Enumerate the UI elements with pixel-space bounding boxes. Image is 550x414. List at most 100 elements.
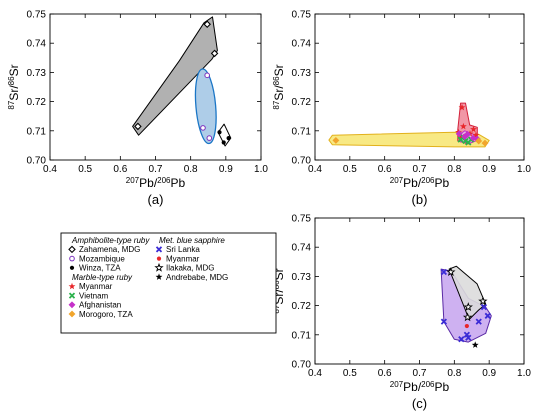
field-zahamena-mdg (132, 16, 218, 136)
x-tick-label: 0.6 (378, 164, 392, 175)
legend-marker (156, 256, 162, 261)
y-tick-label: 0.71 (27, 126, 47, 137)
point-winza-tza (217, 130, 222, 135)
point-ilakaka-mdg (446, 267, 456, 276)
y-tick-label: 0.72 (292, 97, 312, 108)
legend-box (60, 232, 277, 334)
point-zahamena-mdg (203, 20, 211, 28)
legend-marker (68, 301, 76, 309)
legend-label: Myanmar (79, 282, 113, 291)
point-sri-lanka (440, 268, 448, 276)
y-tick-label: 0.72 (292, 301, 312, 312)
x-tick-label: 0.7 (413, 164, 427, 175)
point-sri-lanka (458, 336, 465, 343)
plot-frame (314, 217, 525, 365)
point-zahamena-mdg (134, 122, 142, 131)
x-tick-label: 0.9 (219, 164, 233, 175)
point-sri-lanka (484, 312, 491, 319)
x-tick-label: 1.0 (254, 164, 268, 175)
x-tick-label: 1.0 (517, 368, 531, 379)
legend-label: Sri Lanka (166, 245, 200, 254)
y-tick-label: 0.75 (292, 214, 312, 225)
x-tick-label: 0.4 (43, 164, 57, 175)
y-tick-label: 0.74 (27, 39, 47, 50)
point-ilakaka-mdg (478, 296, 488, 306)
field-ilakaka-mdg (448, 265, 487, 321)
legend-marker (68, 245, 76, 254)
point-winza-tza (226, 136, 231, 141)
x-tick-label: 1.0 (517, 164, 531, 175)
y-tick-label: 0.75 (27, 10, 47, 21)
x-tick-label: 0.4 (308, 368, 322, 379)
y-tick-label: 0.71 (292, 126, 312, 137)
legend-label: Winza, TZA (79, 264, 121, 273)
point-andrebabe-mdg (471, 341, 479, 348)
x-axis-label: 207Pb/206Pb (390, 380, 450, 394)
point-myanmar (472, 131, 480, 139)
point-mozambique (204, 72, 210, 79)
legend-heading: Amphibolite-type ruby (71, 236, 150, 245)
x-axis-label: 207Pb/206Pb (126, 176, 186, 190)
y-tick-label: 0.74 (292, 39, 312, 50)
x-tick-label: 0.4 (308, 164, 322, 175)
x-tick-label: 0.6 (113, 164, 127, 175)
point-myanmar (459, 122, 467, 130)
field-morogoro-tza (328, 131, 490, 148)
point-morogoro-tza (475, 137, 483, 145)
legend-marker (154, 262, 164, 272)
x-tick-label: 0.6 (378, 368, 392, 379)
legend-label: Zahamena, MDG (79, 245, 140, 254)
legend-label: Ilakaka, MDG (166, 264, 214, 273)
point-afghanistan (455, 130, 463, 138)
x-tick-label: 0.5 (78, 164, 92, 175)
x-tick-label: 0.7 (413, 368, 427, 379)
legend-marker (69, 255, 75, 262)
panel-a: 0.4 0.5 0.6 0.7 0.8 0.9 1.0 0.70 0.71 0.72 0.73 0.7… (7, 10, 268, 208)
panel-letter: (c) (412, 396, 427, 411)
x-tick-label: 0.9 (482, 164, 496, 175)
y-axis-label: 87Sr/86Sr (272, 64, 286, 109)
legend-label: Vietnam (79, 291, 109, 300)
panel-c: 0.4 0.5 0.6 0.7 0.8 0.9 1.0 0.70 0.71 0.72 0.73 0.7… (272, 214, 531, 412)
point-vietnam (465, 139, 472, 146)
y-tick-label: 0.70 (292, 156, 312, 167)
x-tick-label: 0.5 (343, 164, 357, 175)
point-morogoro-tza (332, 137, 340, 144)
legend-marker (69, 265, 75, 270)
point-sri-lanka (465, 334, 472, 341)
x-tick-label: 0.8 (447, 368, 461, 379)
panel-letter: (b) (412, 192, 428, 207)
panel-b: 0.4 0.5 0.6 0.7 0.8 0.9 1.0 0.70 0.71 0.72 0.73 0.7… (272, 10, 531, 208)
x-tick-label: 0.7 (149, 164, 163, 175)
point-sri-lanka (475, 318, 482, 325)
legend-marker (155, 273, 163, 280)
x-tick-label: 0.8 (184, 164, 198, 175)
point-afghanistan (464, 130, 471, 138)
point-myanmar (464, 323, 469, 329)
legend-label: Mozambique (79, 254, 125, 263)
y-axis-label: 87Sr/86Sr (7, 64, 21, 109)
point-morogoro-tza (481, 139, 489, 147)
y-tick-label: 0.73 (27, 68, 47, 79)
y-tick-label: 0.74 (292, 243, 312, 254)
x-tick-label: 0.9 (482, 368, 496, 379)
point-myanmar (457, 133, 465, 140)
y-tick-label: 0.72 (27, 97, 47, 108)
x-tick-label: 0.8 (447, 164, 461, 175)
y-tick-label: 0.71 (292, 330, 312, 341)
legend-marker (68, 292, 76, 299)
point-zahamena-mdg (210, 49, 219, 58)
y-tick-label: 0.75 (292, 10, 312, 21)
y-tick-label: 0.73 (292, 68, 312, 79)
point-winza-tza (221, 140, 226, 145)
y-tick-label: 0.70 (292, 360, 312, 371)
legend-label: Myanmar (166, 254, 200, 263)
legend-marker (68, 282, 76, 290)
field-mozambique (194, 68, 217, 145)
point-mozambique (206, 135, 213, 141)
panel-letter: (a) (148, 192, 164, 207)
legend-heading: Met. blue sapphire (159, 236, 225, 245)
legend-marker (155, 246, 163, 253)
point-sri-lanka (440, 318, 448, 325)
